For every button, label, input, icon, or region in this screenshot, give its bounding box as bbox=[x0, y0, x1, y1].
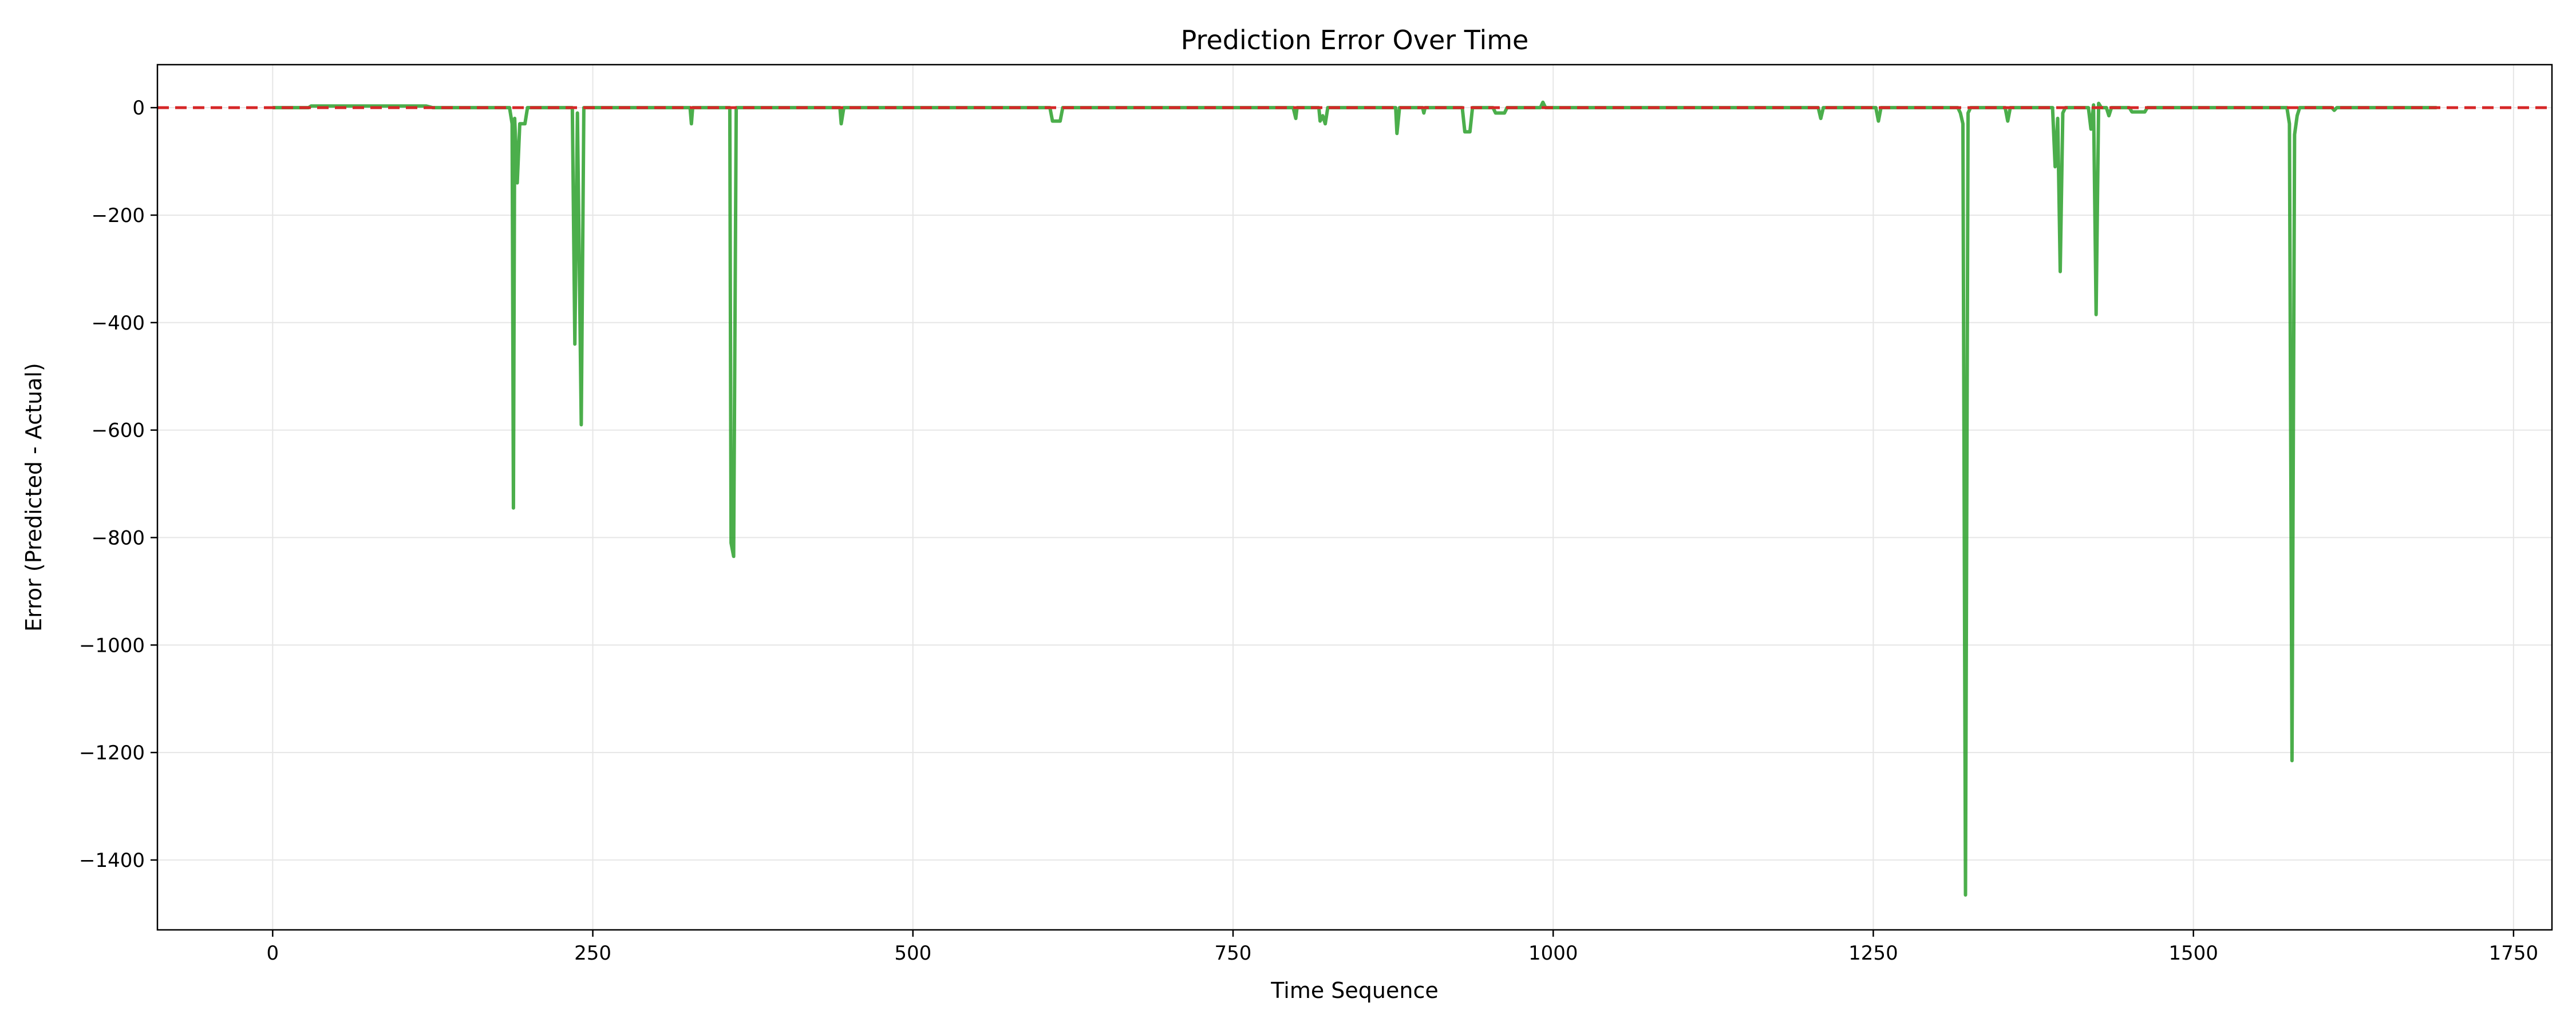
plot-area bbox=[157, 100, 2552, 897]
x-tick-label: 500 bbox=[894, 942, 931, 965]
x-tick-label: 750 bbox=[1215, 942, 1252, 965]
y-tick-label: −1000 bbox=[79, 634, 145, 657]
y-tick-label: −600 bbox=[92, 419, 145, 442]
y-axis-ticks: 0 −200 −400 −600 −800 −1000 −1200 −1400 bbox=[79, 97, 157, 872]
y-tick-label: −400 bbox=[92, 312, 145, 335]
y-tick-label: −200 bbox=[92, 204, 145, 227]
grid-lines bbox=[157, 65, 2552, 930]
x-axis-ticks: 0 250 500 750 1000 1250 1500 1750 bbox=[267, 930, 2539, 965]
y-axis-label: Error (Predicted - Actual) bbox=[21, 363, 46, 632]
x-tick-label: 1500 bbox=[2168, 942, 2218, 965]
chart-title: Prediction Error Over Time bbox=[1181, 25, 1529, 56]
y-tick-label: 0 bbox=[132, 97, 145, 120]
x-tick-label: 1000 bbox=[1528, 942, 1578, 965]
x-tick-label: 0 bbox=[267, 942, 279, 965]
x-tick-label: 1250 bbox=[1848, 942, 1898, 965]
x-tick-label: 250 bbox=[574, 942, 611, 965]
y-tick-label: −1200 bbox=[79, 742, 145, 764]
y-tick-label: −1400 bbox=[79, 849, 145, 872]
x-axis-label: Time Sequence bbox=[1270, 978, 1439, 1003]
x-tick-label: 1750 bbox=[2489, 942, 2539, 965]
y-tick-label: −800 bbox=[92, 526, 145, 549]
axes-frame bbox=[156, 64, 2553, 931]
